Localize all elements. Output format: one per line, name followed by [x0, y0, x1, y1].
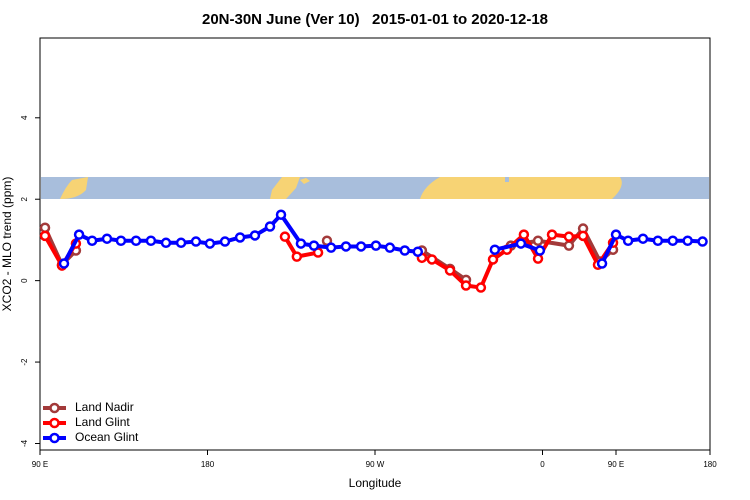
chart-title: 20N-30N June (Ver 10) 2015-01-01 to 2020…: [202, 11, 548, 28]
data-point: [130, 235, 142, 246]
data-point: [637, 233, 649, 244]
data-point: [39, 230, 51, 242]
data-point: [308, 240, 320, 251]
data-point: [145, 235, 157, 246]
data-point: [563, 231, 575, 242]
data-point: [444, 265, 456, 276]
legend-marker: [49, 432, 60, 444]
data-point: [370, 240, 382, 251]
y-tick-label: -4: [20, 439, 29, 447]
legend-marker: [49, 417, 60, 429]
data-point: [534, 245, 546, 256]
legend-label: Ocean Glint: [75, 430, 139, 444]
y-axis-label: XCO2 - MLO trend (ppm): [0, 177, 14, 312]
data-point: [622, 235, 634, 246]
data-point: [475, 282, 487, 293]
data-point: [532, 253, 544, 264]
data-point: [249, 230, 261, 241]
data-point: [682, 235, 693, 246]
data-point: [219, 236, 231, 247]
data-point: [340, 241, 352, 252]
legend-label: Land Glint: [75, 415, 130, 429]
data-point: [275, 209, 287, 220]
legend-label: Land Nadir: [75, 400, 134, 414]
land: [300, 178, 310, 184]
x-axis-label: Longitude: [349, 476, 402, 490]
data-point: [115, 235, 127, 246]
data-point: [39, 222, 51, 233]
data-point: [515, 238, 527, 249]
y-tick-label: -2: [20, 358, 29, 366]
data-point: [264, 221, 276, 232]
data-point: [667, 235, 679, 246]
y-tick-label: 2: [20, 196, 29, 201]
series-line: [62, 212, 703, 265]
data-point: [532, 235, 544, 246]
data-point: [610, 229, 622, 240]
data-point: [204, 238, 216, 249]
data-point: [412, 246, 424, 257]
data-point: [295, 238, 307, 249]
legend-marker: [49, 402, 60, 414]
white-gap: [505, 177, 509, 182]
data-point: [518, 229, 530, 240]
x-tick-label: 180: [703, 460, 717, 469]
data-point: [487, 254, 499, 265]
data-point: [596, 258, 608, 269]
land: [60, 177, 88, 199]
x-tick-label: 90 W: [366, 460, 385, 469]
data-point: [577, 230, 589, 242]
data-point: [175, 237, 187, 249]
data-point: [73, 229, 85, 240]
data-point: [325, 242, 337, 253]
data-point: [101, 233, 113, 244]
x-tick-label: 0: [540, 460, 545, 469]
x-tick-label: 180: [201, 460, 215, 469]
data-point: [697, 236, 708, 247]
data-point: [291, 251, 303, 262]
data-point: [160, 237, 172, 249]
land: [270, 177, 300, 199]
data-point: [279, 231, 291, 242]
y-tick-label: 0: [20, 278, 29, 283]
data-point: [86, 235, 98, 246]
data-point: [234, 232, 246, 243]
data-point: [399, 245, 411, 256]
x-tick-label: 90 E: [608, 460, 624, 469]
data-point: [58, 258, 70, 269]
land: [420, 177, 622, 199]
data-point: [384, 242, 396, 253]
x-tick-label: 90 E: [32, 460, 48, 469]
data-point: [546, 229, 558, 240]
data-point: [489, 244, 501, 255]
data-point: [355, 241, 367, 252]
map-strip: [41, 177, 709, 199]
data-point: [652, 235, 664, 246]
data-point: [563, 240, 575, 251]
data-point: [460, 280, 472, 291]
data-point: [190, 236, 202, 247]
data-point: [426, 254, 438, 265]
y-tick-label: 4: [20, 115, 29, 120]
